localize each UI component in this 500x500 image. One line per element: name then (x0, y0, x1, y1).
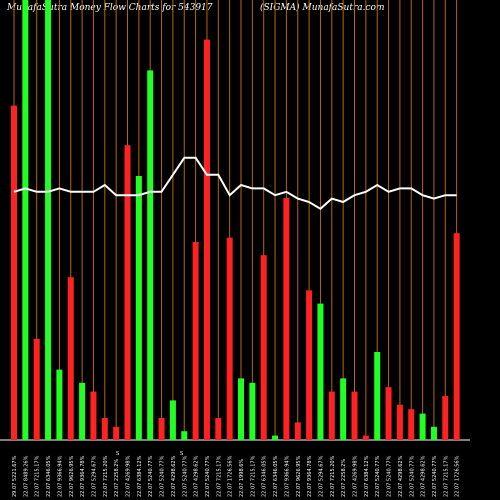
x-tick-label: 22.07 1726.56% (228, 455, 234, 497)
x-tick-label: 22.07 9626.95% (296, 455, 302, 497)
x-tick-label: 22.07 7215.17% (35, 455, 41, 497)
flow-bar (419, 413, 426, 440)
flow-bar (22, 0, 29, 440)
x-tick-label: 29.07 5221.67% (12, 455, 18, 497)
flow-bar (147, 70, 154, 441)
flow-bar (101, 418, 108, 440)
x-tick-label: 22.07 1998.6% (239, 459, 245, 497)
x-tick-label: 22.07 5240.77% (409, 455, 415, 497)
x-tick-label: 22.07 5240.77% (182, 455, 188, 497)
flow-bar (442, 396, 449, 440)
flow-bar (79, 382, 86, 440)
x-tick-label: 22.07 5240.77% (160, 455, 166, 497)
x-tick-label: 22.07 9366.94% (284, 455, 290, 497)
x-tick-label: 22.07 4269.98% (126, 455, 132, 497)
x-tick-label: 22.07 6346.05% (262, 455, 268, 497)
flow-bar (294, 422, 301, 440)
x-tick-label: 22.07 6384.12% (137, 455, 143, 497)
x-tick-label: 22.07 9626.95% (69, 455, 75, 497)
flow-bar (283, 198, 290, 440)
flow-bar (181, 431, 188, 440)
flow-bar (328, 391, 335, 440)
flow-bar (124, 145, 131, 440)
x-tick-label: 22.07 7215.20% (330, 455, 336, 497)
x-tick-label: 22.07 5240.77% (387, 455, 393, 497)
x-tick-label: 22.07 4298.62% (398, 455, 404, 497)
flow-bar (192, 242, 199, 440)
x-tick-label: 22.07 9366.94% (57, 455, 63, 497)
flow-bar (45, 0, 52, 440)
flow-line (13, 156, 457, 211)
flow-bar (226, 237, 233, 440)
flow-bar (351, 391, 358, 440)
marker-label: S (180, 451, 183, 457)
x-tick-label: 22.07 5240.77% (148, 455, 154, 497)
flow-bar (249, 382, 256, 440)
x-tick-label: 22.07 8489.26% (23, 455, 29, 497)
x-tick-label: 22.07 5240.77% (375, 455, 381, 497)
x-tick-label: 22.07 5240.77% (432, 455, 438, 497)
flow-bar (306, 290, 313, 440)
flow-bar (215, 418, 222, 440)
x-tick-label: 22.07 7215.17% (443, 455, 449, 497)
flow-bar (67, 277, 74, 440)
x-tick-label: 22.07 1726.56% (455, 455, 461, 497)
x-tick-label: 22.07 4269.98% (353, 455, 359, 497)
x-tick-label: 22.07 6346.05% (273, 455, 279, 497)
flow-bar (260, 255, 267, 440)
x-tick-label: 22.07 4298.62% (421, 455, 427, 497)
x-tick-label: 22.07 9364.78% (80, 455, 86, 497)
chart-title: MunafaSutra Money Flow Charts for 543917 (7, 3, 213, 13)
x-tick-label: 22.07 4298.62% (194, 455, 200, 497)
flow-bar (317, 303, 324, 440)
x-tick-label: 22.07 5294.67% (318, 455, 324, 497)
flow-bar (135, 176, 142, 440)
x-tick-label: 22.07 5294.67% (91, 455, 97, 497)
flow-bar (56, 369, 63, 440)
x-tick-label: 22.07 7215.17% (216, 455, 222, 497)
flow-bar (169, 400, 176, 440)
x-tick-label: 22.07 2258.2% (341, 459, 347, 497)
x-tick-label: 22.07 7215.17% (250, 455, 256, 497)
flow-bar (362, 435, 369, 440)
flow-bar (430, 426, 437, 440)
x-tick-label: 22.07 6384.12% (364, 455, 370, 497)
x-tick-label: 22.07 7215.20% (103, 455, 109, 497)
flow-bar (113, 426, 120, 440)
x-tick-label: 22.07 2258.2% (114, 459, 120, 497)
flow-bar (385, 387, 392, 440)
x-tick-label: 22.07 5240.77% (205, 455, 211, 497)
flow-bar (203, 39, 210, 440)
flow-bar (453, 233, 460, 440)
marker-label: S (116, 451, 119, 457)
flow-bar (272, 435, 279, 440)
flow-bar (408, 409, 415, 440)
flow-bar (158, 418, 165, 440)
flow-bar (33, 338, 40, 440)
flow-bar (238, 378, 244, 440)
flow-bar (90, 391, 97, 440)
flow-bar (374, 352, 381, 440)
x-tick-label: 22.07 4298.62% (171, 455, 177, 497)
flow-bar (340, 378, 347, 440)
flow-bar (396, 404, 403, 440)
x-tick-label: 22.07 6346.05% (46, 455, 52, 497)
flow-bar (11, 105, 17, 440)
x-tick-label: 22.07 9364.78% (307, 455, 313, 497)
chart-subtitle: (SIGMA) MunafaSutra.com (260, 3, 385, 13)
